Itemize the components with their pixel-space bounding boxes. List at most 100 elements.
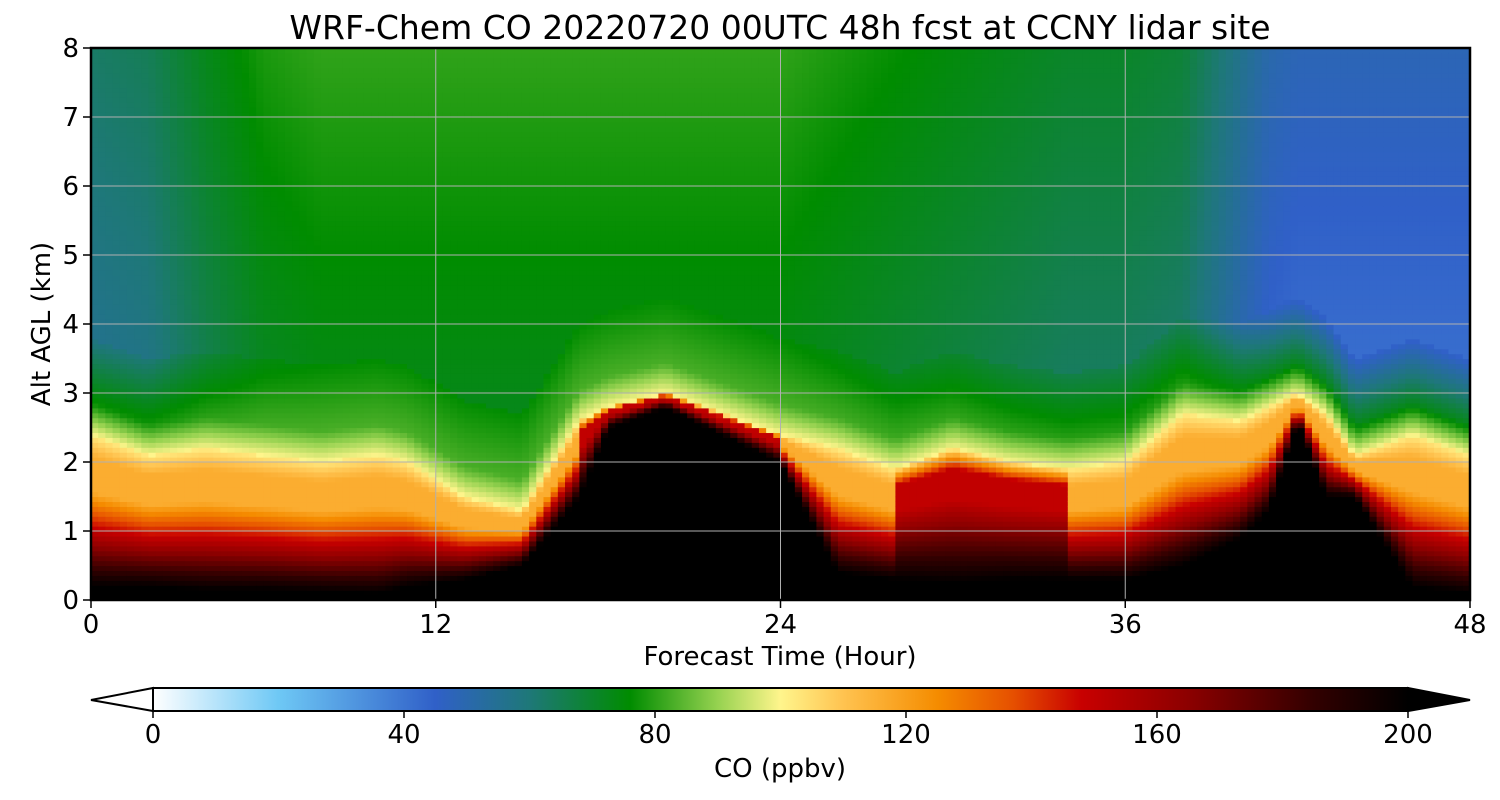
contour-cell	[371, 57, 379, 64]
contour-cell	[170, 383, 178, 389]
contour-cell	[363, 48, 372, 54]
contour-cell	[277, 412, 286, 419]
contour-cell	[335, 319, 343, 325]
contour-cell	[184, 259, 193, 266]
contour-cell	[313, 190, 322, 197]
contour-cell	[91, 235, 99, 241]
contour-cell	[170, 466, 178, 473]
contour-cell	[205, 545, 214, 552]
contour-cell	[205, 166, 214, 172]
contour-cell	[378, 250, 387, 256]
contour-cell	[256, 388, 264, 394]
contour-cell	[256, 511, 264, 517]
contour-cell	[177, 102, 185, 108]
contour-cell	[299, 481, 308, 488]
contour-cell	[205, 481, 214, 488]
contour-cell	[277, 486, 286, 493]
contour-cell	[126, 299, 135, 305]
contour-cell	[213, 230, 221, 236]
contour-cell	[263, 259, 272, 266]
contour-cell	[119, 570, 128, 576]
contour-cell	[105, 269, 114, 276]
contour-cell	[328, 397, 336, 404]
contour-cell	[220, 476, 229, 483]
contour-cell	[284, 284, 293, 291]
contour-cell	[385, 402, 394, 409]
contour-cell	[170, 121, 178, 128]
contour-cell	[112, 462, 121, 468]
contour-cell	[205, 82, 214, 89]
contour-cell	[263, 462, 272, 468]
contour-cell	[299, 314, 308, 320]
contour-cell	[277, 62, 286, 69]
contour-cell	[363, 570, 372, 576]
contour-cell	[91, 491, 99, 498]
contour-cell	[105, 432, 114, 438]
contour-cell	[227, 511, 236, 517]
contour-cell	[399, 496, 408, 503]
contour-cell	[256, 190, 264, 197]
contour-cell	[299, 506, 308, 512]
contour-cell	[399, 52, 408, 59]
contour-cell	[313, 585, 322, 591]
contour-cell	[126, 97, 135, 103]
contour-cell	[184, 190, 193, 197]
contour-cell	[213, 279, 221, 286]
contour-cell	[256, 136, 264, 143]
contour-cell	[162, 62, 171, 69]
contour-cell	[234, 314, 243, 320]
contour-cell	[371, 407, 379, 414]
contour-cell	[399, 466, 408, 473]
contour-cell	[155, 422, 164, 429]
contour-cell	[328, 299, 336, 305]
contour-cell	[284, 48, 293, 54]
contour-cell	[328, 181, 336, 187]
contour-cell	[148, 575, 157, 581]
contour-cell	[292, 437, 300, 443]
contour-cell	[98, 560, 106, 567]
contour-cell	[234, 210, 243, 217]
contour-cell	[184, 550, 193, 557]
contour-cell	[328, 171, 336, 177]
contour-cell	[241, 205, 250, 212]
contour-cell	[91, 555, 99, 562]
contour-cell	[378, 476, 387, 483]
contour-cell	[141, 171, 150, 177]
contour-cell	[227, 304, 236, 310]
contour-cell	[349, 240, 358, 246]
contour-cell	[227, 131, 236, 138]
contour-cell	[213, 506, 221, 512]
contour-cell	[256, 535, 264, 542]
contour-cell	[356, 471, 365, 478]
contour-cell	[162, 328, 171, 335]
contour-cell	[126, 343, 135, 350]
contour-cell	[205, 215, 214, 222]
contour-cell	[148, 220, 157, 227]
contour-cell	[335, 117, 343, 123]
contour-cell	[371, 225, 379, 231]
contour-cell	[378, 176, 387, 182]
contour-cell	[392, 107, 401, 113]
contour-cell	[191, 195, 200, 202]
contour-cell	[91, 506, 99, 512]
contour-cell	[263, 176, 272, 182]
contour-cell	[378, 259, 387, 266]
contour-cell	[234, 580, 243, 586]
contour-cell	[112, 166, 121, 172]
contour-cell	[112, 52, 121, 59]
contour-cell	[392, 52, 401, 59]
contour-cell	[320, 77, 329, 84]
contour-cell	[126, 417, 135, 424]
contour-cell	[313, 151, 322, 158]
contour-cell	[227, 141, 236, 148]
contour-cell	[141, 62, 150, 69]
contour-cell	[177, 284, 185, 291]
contour-cell	[213, 570, 221, 576]
contour-cell	[349, 462, 358, 468]
contour-cell	[105, 220, 114, 227]
contour-cell	[241, 383, 250, 389]
contour-cell	[227, 117, 236, 123]
contour-cell	[227, 245, 236, 251]
contour-cell	[256, 141, 264, 148]
contour-cell	[349, 230, 358, 236]
